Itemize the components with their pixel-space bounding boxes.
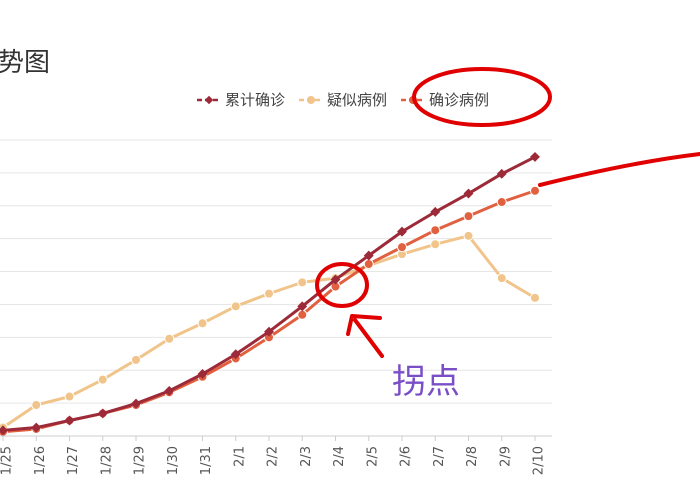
data-point[interactable] bbox=[164, 333, 175, 344]
legend-label-suspected: 疑似病例 bbox=[327, 91, 388, 109]
data-point[interactable] bbox=[31, 399, 42, 410]
arrow-head bbox=[346, 314, 382, 336]
data-point[interactable] bbox=[131, 354, 141, 365]
data-point[interactable] bbox=[530, 185, 540, 196]
x-tick-label: 2/9 bbox=[498, 446, 513, 467]
data-point[interactable] bbox=[264, 288, 274, 299]
data-point[interactable] bbox=[530, 292, 540, 303]
data-point[interactable] bbox=[197, 369, 208, 379]
chart-title: 势图 bbox=[0, 48, 51, 78]
data-point[interactable] bbox=[430, 206, 441, 217]
x-tick-label: 2/10 bbox=[532, 446, 547, 475]
data-point[interactable] bbox=[164, 385, 175, 396]
legend-item-suspected[interactable]: 疑似病例 bbox=[299, 89, 387, 110]
x-tick-label: 2/5 bbox=[365, 446, 380, 467]
data-point[interactable] bbox=[131, 398, 141, 409]
legend-label-confirmed: 确诊病例 bbox=[429, 91, 490, 109]
series-lines bbox=[0, 151, 540, 437]
data-point[interactable] bbox=[430, 225, 441, 236]
data-point[interactable] bbox=[397, 242, 407, 253]
data-point[interactable] bbox=[430, 239, 441, 250]
data-point[interactable] bbox=[97, 374, 108, 385]
x-tick-label: 2/8 bbox=[465, 446, 480, 467]
x-tick-label: 2/6 bbox=[399, 446, 414, 467]
x-tick-label: 1/30 bbox=[166, 446, 181, 475]
x-tick-label: 1/28 bbox=[99, 446, 114, 475]
x-tick-label: 2/1 bbox=[232, 446, 247, 467]
x-tick-label: 2/3 bbox=[299, 446, 314, 467]
data-point[interactable] bbox=[496, 168, 507, 179]
legend-item-cumulative[interactable]: 累计确诊 bbox=[197, 89, 285, 110]
data-point[interactable] bbox=[363, 259, 374, 270]
data-point[interactable] bbox=[463, 211, 474, 222]
data-point[interactable] bbox=[397, 226, 407, 237]
data-point[interactable] bbox=[64, 391, 75, 402]
chart-legend: 累计确诊 疑似病例 确诊病例 bbox=[197, 89, 489, 110]
x-tick-label: 2/4 bbox=[332, 446, 347, 467]
data-point[interactable] bbox=[496, 273, 507, 284]
legend-label-cumulative: 累计确诊 bbox=[225, 91, 286, 109]
x-tick-label: 1/25 bbox=[0, 446, 15, 475]
data-point[interactable] bbox=[463, 188, 474, 199]
grid-lines bbox=[0, 139, 552, 437]
inflection-point-label: 拐点 bbox=[392, 362, 460, 402]
data-point[interactable] bbox=[330, 274, 341, 285]
inflection-highlight-circle bbox=[315, 262, 369, 308]
data-point[interactable] bbox=[230, 349, 241, 360]
data-point[interactable] bbox=[496, 197, 507, 208]
data-point[interactable] bbox=[463, 230, 474, 241]
data-point[interactable] bbox=[297, 301, 308, 312]
data-point[interactable] bbox=[197, 318, 208, 329]
legend-highlight-ellipse bbox=[412, 67, 552, 127]
data-point[interactable] bbox=[297, 309, 308, 320]
arrow-shaft bbox=[353, 318, 384, 358]
annotations bbox=[315, 67, 700, 358]
data-point[interactable] bbox=[230, 301, 241, 312]
x-tick-label: 1/26 bbox=[33, 446, 48, 475]
data-point[interactable] bbox=[264, 326, 274, 337]
x-tick-label: 1/27 bbox=[66, 446, 81, 475]
legend-swatch-suspected bbox=[299, 95, 324, 104]
data-point[interactable] bbox=[297, 277, 308, 288]
x-tick-label: 1/31 bbox=[199, 446, 214, 475]
x-tick-label: 2/7 bbox=[432, 446, 447, 467]
legend-swatch-cumulative bbox=[197, 95, 221, 104]
x-tick-label: 1/29 bbox=[133, 446, 148, 475]
x-tick-label: 2/2 bbox=[266, 446, 281, 467]
trend-extension-curve bbox=[538, 152, 700, 187]
data-point[interactable] bbox=[530, 151, 540, 162]
x-axis: 1/25 1/26 1/27 1/28 1/29 1/30 1/31 2/1 2/2 2/3 2/4… bbox=[0, 435, 552, 475]
